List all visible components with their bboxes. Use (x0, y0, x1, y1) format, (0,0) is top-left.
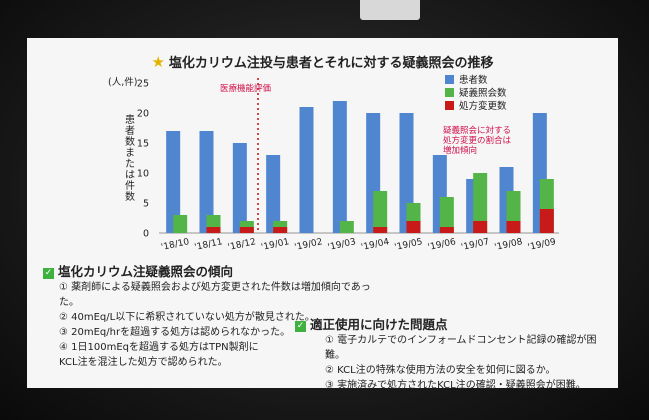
x-tick-label: '19/07 (460, 237, 490, 253)
issue-item: ③ 実施済みで処方されたKCL注の確認・疑義照会が困難。 (325, 380, 586, 391)
y-tick-label: 0 (143, 229, 149, 240)
x-tick-label: '18/12 (227, 237, 257, 253)
bar-changes (439, 227, 454, 233)
x-tick-label: '19/04 (360, 237, 390, 253)
y-tick-label: 25 (137, 79, 149, 90)
x-tick-label: '19/09 (527, 237, 557, 253)
bar-changes (506, 221, 521, 233)
bar-changes (406, 221, 421, 233)
bar-chart: 0 5 10 15 20 25 '18/10'18/11'18/12'19/01'19/02… (137, 78, 559, 253)
x-tick-label: '19/08 (494, 237, 524, 253)
legend-item-patients: 患者数 (445, 74, 507, 87)
bar-patients (299, 107, 314, 233)
legend-item-changes: 処方変更数 (445, 100, 507, 113)
check-icon: ✓ (295, 321, 306, 332)
issue-item: ① 電子カルテでのインフォームドコンセント記録の確認が困難。 (325, 335, 597, 361)
check-icon: ✓ (43, 268, 54, 279)
issues-heading: ✓ 適正使用に向けた問題点 (295, 317, 448, 332)
bar-changes (273, 227, 288, 233)
x-tick-label: '18/11 (194, 237, 224, 253)
legend: 患者数 疑義照会数 処方変更数 (445, 74, 507, 113)
issues-section: ✓ 適正使用に向けた問題点 ① 電子カルテでのインフォームドコンセント記録の確認が… (295, 317, 615, 393)
bar-inquiries (439, 197, 454, 233)
bar-patients (166, 131, 181, 233)
trend-item: ② 40mEq/L以下に希釈されていない処方が散見された。 (59, 312, 315, 323)
bar-patients (199, 131, 214, 233)
y-tick-label: 10 (137, 169, 149, 180)
bar-changes (539, 209, 554, 233)
x-tick-label: '19/06 (427, 237, 457, 253)
chart-title: ★ 塩化カリウム注投与患者とそれに対する疑義照会の推移 (27, 52, 618, 71)
units-label: (人,件) (108, 77, 138, 88)
bar-changes (239, 227, 254, 233)
bar-inquiries (173, 215, 188, 233)
legend-item-inquiries: 疑義照会数 (445, 87, 507, 100)
slide: ★ 塩化カリウム注投与患者とそれに対する疑義照会の推移 (人,件) 患者数または件… (27, 38, 618, 391)
trend-item: ① 薬剤師による疑義照会および処方変更された件数は増加傾向であった。 (59, 282, 371, 308)
y-tick-label: 15 (137, 139, 149, 150)
star-icon: ★ (151, 53, 165, 71)
y-tick-label: 5 (143, 199, 149, 210)
bar-inquiries (473, 173, 488, 233)
bar-patients (232, 143, 247, 233)
issue-item: ② KCL注の特殊な使用方法の安全を如何に図るか。 (325, 365, 556, 376)
x-tick-label: '18/10 (160, 237, 190, 253)
bar-changes (206, 227, 221, 233)
bar-changes (373, 227, 388, 233)
trend-item: KCL注を混注した処方で認められた。 (59, 357, 228, 368)
y-tick-label: 20 (137, 109, 149, 120)
ceiling-projector (360, 0, 420, 20)
bar-patients (266, 155, 281, 233)
chart-title-text: 塩化カリウム注投与患者とそれに対する疑義照会の推移 (168, 56, 494, 71)
bar-changes (473, 221, 488, 233)
bar-patients (332, 101, 347, 233)
trend-item: ③ 20mEq/hrを超過する処方は認められなかった。 (59, 327, 291, 338)
x-tick-label: '19/02 (294, 237, 324, 253)
bar-inquiries (373, 191, 388, 233)
trend-heading: ✓ 塩化カリウム注疑義照会の傾向 (43, 264, 234, 279)
trend-section: ✓ 塩化カリウム注疑義照会の傾向 ① 薬剤師による疑義照会および処方変更された件数… (43, 264, 373, 370)
trend-item: ④ 1日100mEqを超過する処方はTPN製剤に (59, 342, 259, 353)
y-axis-label: 患者数または件数 (125, 115, 135, 203)
evaluation-annotation: 医療機能評価 (220, 84, 272, 94)
x-tick-label: '19/01 (260, 237, 290, 253)
bar-inquiries (339, 221, 354, 233)
trend-annotation: 疑義照会に対する処方変更の割合は増加傾向 (443, 126, 512, 156)
x-tick-label: '19/03 (327, 237, 357, 253)
x-tick-label: '19/05 (394, 237, 424, 253)
